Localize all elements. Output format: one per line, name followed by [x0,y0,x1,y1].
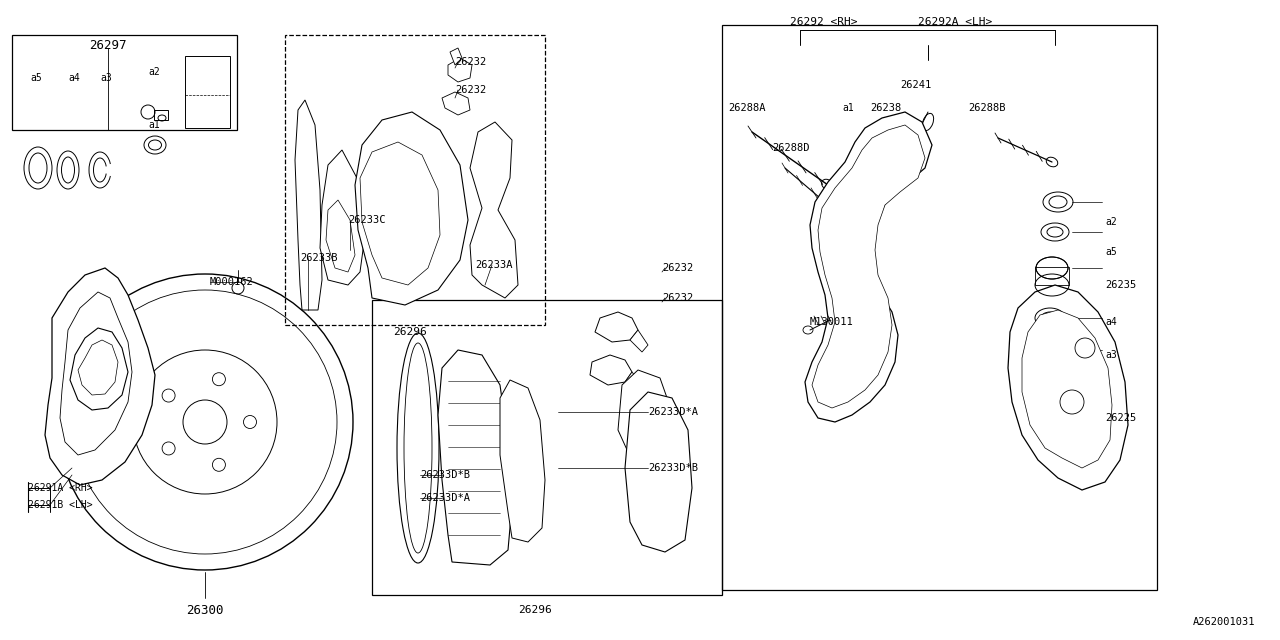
Polygon shape [78,340,118,395]
Text: 26300: 26300 [187,604,224,616]
Text: 26233C: 26233C [348,215,385,225]
Polygon shape [625,372,643,392]
Polygon shape [625,392,692,552]
Text: 26232: 26232 [454,57,486,67]
Polygon shape [470,122,518,298]
Text: a1: a1 [148,120,160,130]
Polygon shape [451,48,462,65]
Polygon shape [438,350,512,565]
Text: A262001031: A262001031 [1193,617,1254,627]
Polygon shape [360,142,440,285]
Polygon shape [618,370,672,470]
Polygon shape [1009,285,1128,490]
Text: a3: a3 [100,73,111,83]
Polygon shape [320,150,365,285]
Polygon shape [45,268,155,485]
Bar [12,35,237,130]
Bar [1036,267,1069,285]
Text: a2: a2 [148,67,160,77]
Text: 26291A <RH>: 26291A <RH> [28,483,92,493]
Text: 26233A: 26233A [475,260,512,270]
Text: a5: a5 [29,73,42,83]
Text: 26233D*A: 26233D*A [420,493,470,503]
Text: 26233B: 26233B [300,253,338,263]
Polygon shape [805,112,932,422]
Polygon shape [595,312,637,342]
Polygon shape [590,355,632,385]
Text: 26232: 26232 [662,263,694,273]
Text: 26225: 26225 [1105,413,1137,423]
Text: a4: a4 [1105,317,1116,327]
Polygon shape [500,380,545,542]
Polygon shape [60,292,132,455]
Polygon shape [442,92,470,115]
Polygon shape [355,112,468,305]
Text: 26291B <LH>: 26291B <LH> [28,500,92,510]
Text: M000162: M000162 [210,277,253,287]
Polygon shape [70,328,128,410]
Bar [722,25,1157,590]
Text: 26232: 26232 [454,85,486,95]
Polygon shape [1021,310,1112,468]
Polygon shape [294,100,323,310]
Text: 26288A: 26288A [728,103,765,113]
Text: 26297: 26297 [90,38,127,51]
Text: 26292A <LH>: 26292A <LH> [918,17,992,27]
Bar [285,35,545,325]
Polygon shape [630,330,648,352]
Text: a2: a2 [1105,217,1116,227]
Text: 26288B: 26288B [968,103,1006,113]
Text: 26241: 26241 [900,80,932,90]
Text: a4: a4 [68,73,79,83]
Text: a1: a1 [842,103,854,113]
Bar [186,56,230,128]
Text: 26235: 26235 [1105,280,1137,290]
Text: a3: a3 [1105,350,1116,360]
Text: 26232: 26232 [662,293,694,303]
Text: 26292 <RH>: 26292 <RH> [790,17,858,27]
Polygon shape [448,58,472,82]
Text: 26238: 26238 [870,103,901,113]
Text: 26288D: 26288D [772,143,809,153]
Bar [372,300,722,595]
Polygon shape [326,200,355,272]
Polygon shape [812,125,925,408]
Text: M130011: M130011 [810,317,854,327]
Text: 26233D*B: 26233D*B [648,463,698,473]
Text: 26233D*A: 26233D*A [648,407,698,417]
Text: a5: a5 [1105,247,1116,257]
Text: 26296: 26296 [518,605,552,615]
Bar [154,110,168,120]
Text: 26233D*B: 26233D*B [420,470,470,480]
Text: 26296: 26296 [393,327,426,337]
